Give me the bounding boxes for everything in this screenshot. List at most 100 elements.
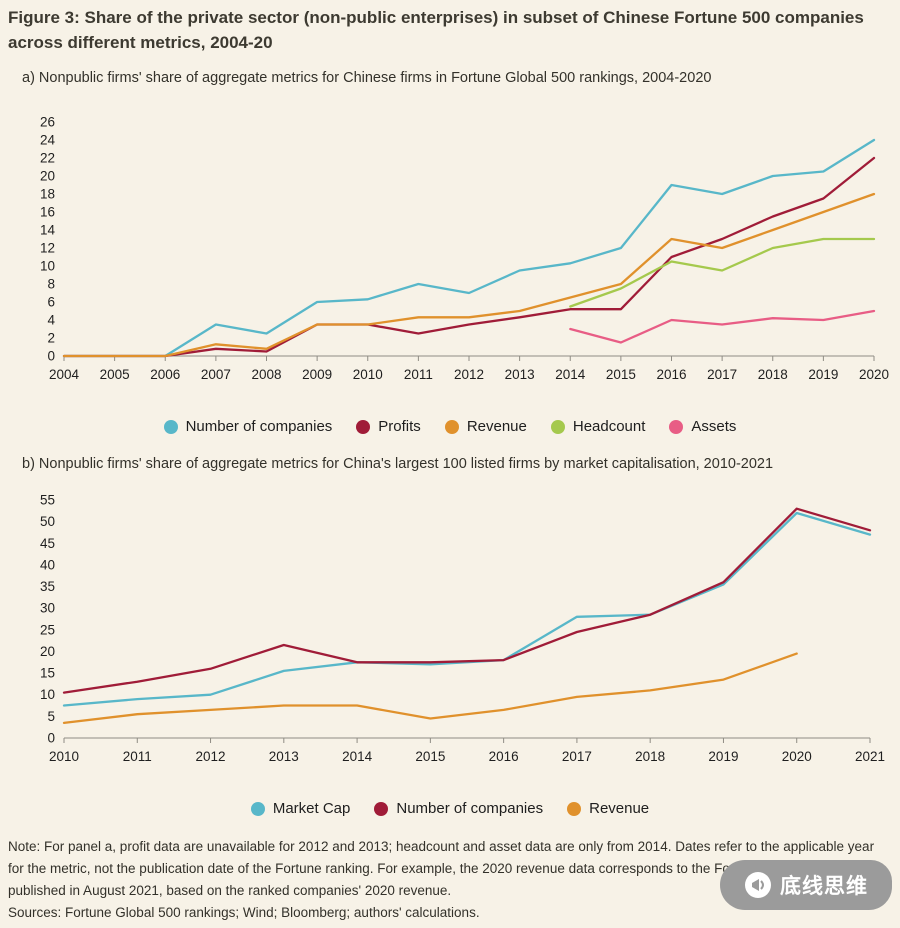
legend-item-assets: Assets (669, 418, 736, 435)
y-tick-label: 22 (40, 151, 55, 166)
x-tick-label: 2011 (404, 367, 433, 382)
series-line-number-of-companies (62, 138, 876, 358)
legend-item-headcount: Headcount (550, 418, 646, 435)
x-tick-label: 2020 (782, 749, 812, 764)
legend-dot (374, 801, 389, 816)
y-tick-label: 10 (40, 687, 55, 702)
legend-dot (163, 419, 178, 434)
panel-b-title: b) Nonpublic firms' share of aggregate m… (22, 456, 774, 472)
legend-item-revenue: Revenue (567, 800, 649, 817)
y-tick-label: 18 (40, 187, 55, 202)
x-tick-label: 2014 (555, 367, 586, 382)
series-line-revenue (62, 192, 876, 358)
y-tick-label: 24 (40, 133, 56, 148)
series-line-headcount (569, 237, 876, 308)
y-tick-label: 15 (40, 666, 55, 681)
figure-title: Figure 3: Share of the private sector (n… (8, 8, 864, 52)
series-line-profits (62, 156, 876, 358)
legend-label: Headcount (572, 418, 646, 435)
y-tick-label: 0 (47, 731, 55, 746)
y-tick-label: 14 (40, 223, 56, 238)
legend-label: Profits (378, 418, 421, 435)
x-tick-label: 2020 (859, 367, 889, 382)
legend-item-revenue: Revenue (444, 418, 527, 435)
legend-label: Assets (691, 418, 737, 435)
y-tick-label: 20 (40, 644, 55, 659)
x-tick-label: 2013 (269, 749, 299, 764)
y-tick-label: 0 (47, 349, 55, 364)
legend-item-number-of-companies: Number of companies (163, 418, 333, 435)
sources-text: Sources: Fortune Global 500 rankings; Wi… (8, 905, 480, 920)
x-tick-label: 2017 (707, 367, 737, 382)
x-tick-label: 2021 (855, 749, 885, 764)
legend-item-number-of-companies: Number of companies (374, 800, 543, 817)
x-tick-label: 2016 (656, 367, 686, 382)
series-line-number-of-companies (62, 507, 872, 694)
legend-label: Market Cap (272, 800, 351, 817)
y-tick-label: 30 (40, 601, 55, 616)
y-tick-label: 20 (40, 169, 55, 184)
y-tick-label: 45 (40, 536, 55, 551)
y-tick-label: 4 (47, 313, 55, 328)
series-line-assets (569, 309, 876, 344)
legend-item-market-cap: Market Cap (250, 800, 351, 817)
legend-dot (250, 801, 265, 816)
megaphone-icon (745, 872, 771, 898)
x-tick-label: 2010 (353, 367, 383, 382)
x-tick-label: 2012 (454, 367, 484, 382)
x-tick-label: 2007 (201, 367, 231, 382)
x-tick-label: 2018 (635, 749, 665, 764)
x-tick-label: 2015 (606, 367, 636, 382)
y-tick-label: 10 (40, 259, 55, 274)
panel-a-title: a) Nonpublic firms' share of aggregate m… (22, 70, 712, 86)
legend-label: Revenue (589, 800, 650, 817)
legend-dot (669, 419, 684, 434)
watermark-text: 底线思维 (780, 875, 868, 898)
x-tick-label: 2011 (123, 749, 152, 764)
panel-b-chart: 0 5 10 15 20 25 30 35 40 45 50 55 2010 2011 2012 2013 20… (40, 493, 885, 765)
x-tick-label: 2005 (100, 367, 130, 382)
legend-dot (567, 801, 582, 816)
y-tick-label: 2 (47, 331, 55, 346)
x-tick-label: 2012 (196, 749, 226, 764)
series-line-market-cap (62, 511, 872, 707)
y-tick-label: 50 (40, 514, 55, 529)
legend-item-profits: Profits (356, 418, 421, 435)
y-tick-label: 35 (40, 579, 55, 594)
y-tick-label: 12 (40, 241, 55, 256)
legend-label: Number of companies (396, 800, 544, 817)
x-tick-label: 2018 (758, 367, 788, 382)
x-tick-label: 2014 (342, 749, 373, 764)
y-tick-label: 6 (47, 295, 55, 310)
y-tick-label: 55 (40, 493, 55, 508)
legend-dot (444, 419, 459, 434)
y-tick-label: 8 (47, 277, 55, 292)
x-tick-label: 2010 (49, 749, 79, 764)
x-tick-label: 2019 (808, 367, 838, 382)
y-tick-label: 26 (40, 115, 55, 130)
x-tick-label: 2008 (251, 367, 281, 382)
legend-dot (550, 419, 565, 434)
x-tick-label: 2004 (49, 367, 80, 382)
y-tick-label: 5 (47, 709, 55, 724)
series-line-revenue (62, 652, 798, 725)
panel-b-legend: Market Cap Number of companies Revenue (0, 800, 900, 817)
legend-dot (356, 419, 371, 434)
watermark-logo: 底线思维 (720, 860, 892, 910)
legend-label: Revenue (466, 418, 527, 435)
y-tick-label: 16 (40, 205, 55, 220)
x-tick-label: 2016 (489, 749, 519, 764)
x-tick-label: 2019 (708, 749, 738, 764)
x-tick-label: 2006 (150, 367, 180, 382)
x-tick-label: 2013 (505, 367, 535, 382)
panel-a-legend: Number of companies Profits Revenue Headcou… (0, 418, 900, 435)
legend-label: Number of companies (185, 418, 333, 435)
x-tick-label: 2015 (415, 749, 445, 764)
y-tick-label: 40 (40, 557, 55, 572)
x-tick-label: 2009 (302, 367, 332, 382)
note-text: Note: For panel a, profit data are unava… (8, 839, 878, 898)
x-tick-label: 2017 (562, 749, 592, 764)
y-tick-label: 25 (40, 622, 55, 637)
